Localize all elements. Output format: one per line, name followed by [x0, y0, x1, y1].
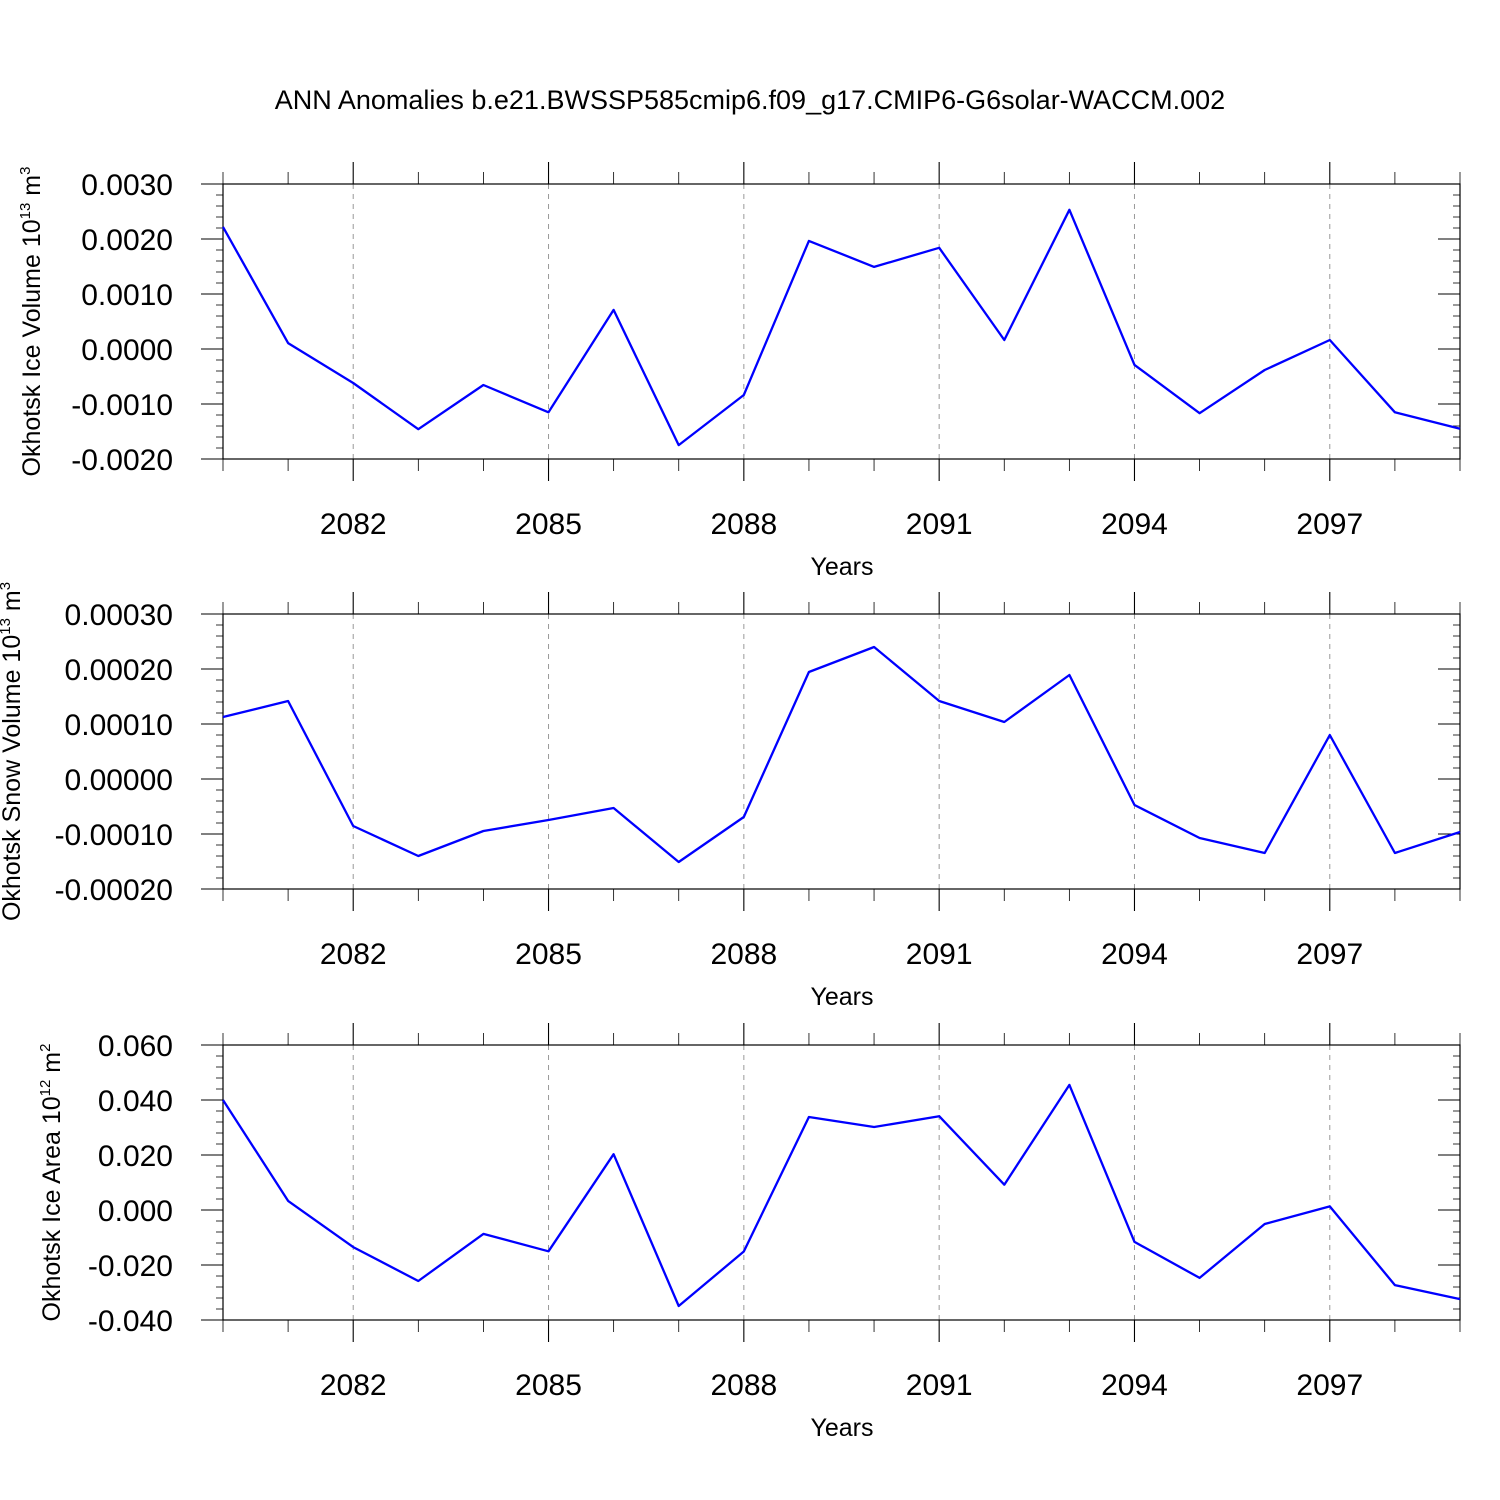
x-tick-label: 2094 — [1101, 1369, 1168, 1402]
x-tick-label: 2094 — [1101, 508, 1168, 541]
y-tick-label: -0.040 — [88, 1305, 173, 1338]
x-axis-title: Years — [810, 553, 873, 581]
x-tick-label: 2097 — [1296, 508, 1363, 541]
y-axis-title-exponent: 13 — [0, 618, 14, 635]
x-tick-label: 2097 — [1296, 938, 1363, 971]
plot-frame — [222, 183, 1461, 460]
x-tick-label: 2088 — [710, 508, 777, 541]
y-axis-title-unit: m — [0, 590, 26, 618]
x-tick-label: 2082 — [320, 508, 387, 541]
x-axis-title: Years — [810, 983, 873, 1011]
y-tick-label: 0.0030 — [81, 169, 173, 202]
chart-panel-1: 0.0030 0.0020 0.0010 0.0000 -0.0010 -0.0020 20… — [17, 162, 1461, 581]
x-tick-label: 2091 — [906, 938, 973, 971]
data-line — [222, 645, 1461, 864]
plot-frame — [222, 1044, 1461, 1321]
figure-title: ANN Anomalies b.e21.BWSSP585cmip6.f09_g1… — [275, 85, 1225, 115]
chart-panel-2: 0.00030 0.00020 0.00010 0.00000 -0.00010 -0.0… — [0, 582, 1461, 1011]
y-axis-title: Okhotsk Snow Volume 1013 m3 — [0, 582, 26, 921]
x-axis-title: Years — [810, 1414, 873, 1442]
y-tick-label: 0.0000 — [81, 334, 173, 367]
x-tick-label: 2097 — [1296, 1369, 1363, 1402]
x-tick-label: 2088 — [710, 1369, 777, 1402]
y-axis-title-unit-exponent: 2 — [37, 1044, 54, 1052]
y-axis-title-unit: m — [18, 175, 46, 203]
y-tick-label: -0.020 — [88, 1250, 173, 1283]
y-tick-label: -0.00020 — [55, 874, 173, 907]
y-tick-label: 0.00020 — [65, 654, 173, 687]
x-tick-label: 2088 — [710, 938, 777, 971]
y-axis-title-exponent: 12 — [37, 1080, 54, 1097]
plot-frame — [222, 613, 1461, 890]
y-tick-label: 0.0020 — [81, 224, 173, 257]
y-tick-label: 0.060 — [98, 1030, 173, 1063]
y-tick-label: 0.040 — [98, 1085, 173, 1118]
y-tick-label: -0.0010 — [71, 389, 173, 422]
data-line — [221, 208, 1461, 447]
y-tick-label: -0.0020 — [71, 444, 173, 477]
y-tick-label: -0.00010 — [55, 819, 173, 852]
y-tick-label: 0.00030 — [65, 599, 173, 632]
x-tick-label: 2094 — [1101, 938, 1168, 971]
y-axis-title-text: Okhotsk Snow Volume 10 — [0, 635, 26, 921]
y-tick-label: 0.00000 — [65, 764, 173, 797]
y-axis-title: Okhotsk Ice Volume 1013 m3 — [17, 167, 46, 477]
y-axis-title-text: Okhotsk Ice Volume 10 — [18, 219, 46, 476]
x-tick-label: 2082 — [320, 938, 387, 971]
chart-panel-3: 0.060 0.040 0.020 0.000 -0.020 -0.040 2082 2085… — [37, 1023, 1461, 1442]
y-tick-label: 0.00010 — [65, 709, 173, 742]
x-tick-label: 2082 — [320, 1369, 387, 1402]
data-line — [222, 1083, 1461, 1308]
y-tick-label: 0.000 — [98, 1195, 173, 1228]
y-axis-title-text: Okhotsk Ice Area 10 — [38, 1096, 66, 1321]
y-axis-title-unit-exponent: 3 — [0, 582, 14, 590]
x-tick-label: 2091 — [906, 1369, 973, 1402]
y-tick-label: 0.020 — [98, 1140, 173, 1173]
x-tick-label: 2085 — [515, 938, 582, 971]
y-axis-title: Okhotsk Ice Area 1012 m2 — [37, 1044, 66, 1322]
y-tick-label: 0.0010 — [81, 279, 173, 312]
x-tick-label: 2091 — [906, 508, 973, 541]
y-axis-title-exponent: 13 — [17, 203, 34, 220]
y-axis-title-unit-exponent: 3 — [17, 167, 34, 175]
x-tick-label: 2085 — [515, 1369, 582, 1402]
x-tick-label: 2085 — [515, 508, 582, 541]
y-axis-title-unit: m — [38, 1052, 66, 1080]
